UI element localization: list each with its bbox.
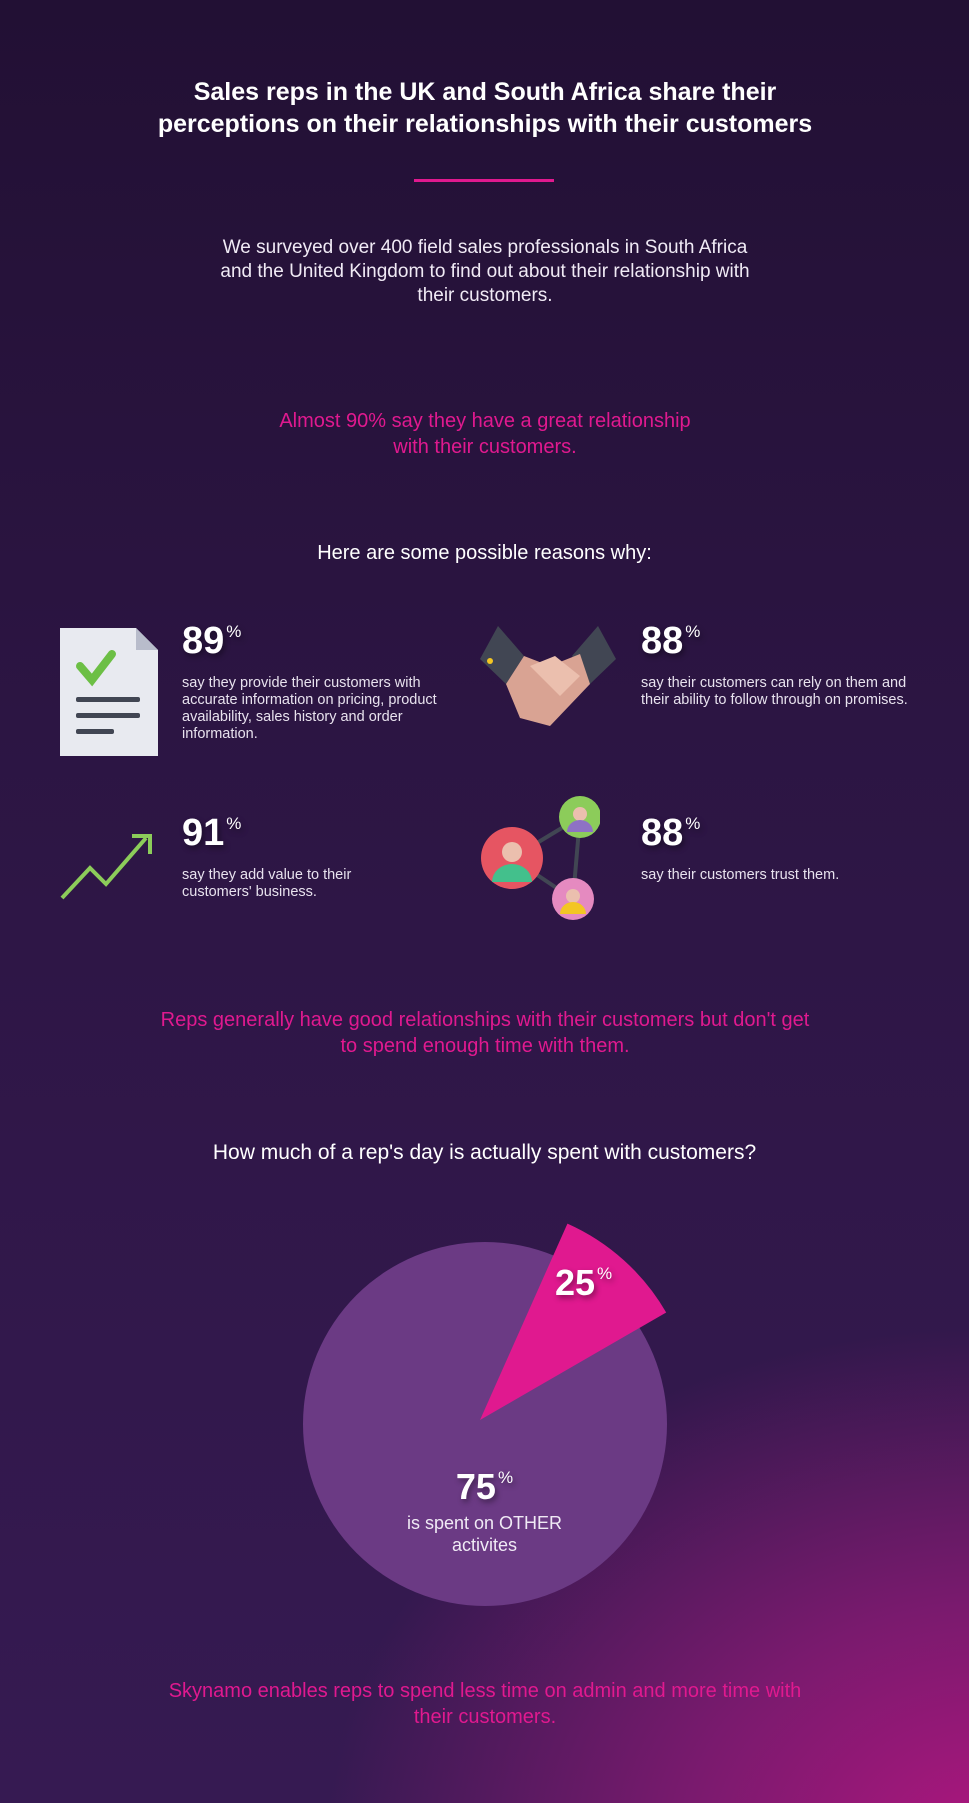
- intro-text: We surveyed over 400 field sales profess…: [220, 237, 750, 306]
- stat-add-value: 91% say they add value to their customer…: [182, 812, 352, 900]
- network-people-icon: [481, 796, 600, 920]
- page-title: Sales reps in the UK and South Africa sh…: [157, 78, 813, 138]
- chart-question: How much of a rep's day is actually spen…: [212, 1141, 757, 1164]
- stat-accurate-info: 89% say they provide their customers wit…: [182, 620, 437, 742]
- time-pie-chart: [303, 1223, 667, 1606]
- reasons-heading: Here are some possible reasons why:: [317, 542, 652, 564]
- trend-up-icon: [60, 834, 152, 900]
- handshake-icon: [480, 626, 616, 726]
- document-check-icon: [60, 628, 158, 756]
- pie-label-other: 75% is spent on OTHER activites: [406, 1466, 563, 1555]
- stat-trust: 88% say their customers trust them.: [641, 812, 840, 883]
- pie-slice-customers: [480, 1223, 667, 1420]
- stat-reliability: 88% say their customers can rely on them…: [641, 620, 908, 708]
- footer-text: Skynamo enables reps to spend less time …: [168, 1680, 802, 1728]
- title-divider: [414, 179, 554, 182]
- pie-label-customers: 25%: [555, 1262, 613, 1303]
- highlight-great-relationship: Almost 90% say they have a great relatio…: [279, 410, 691, 458]
- highlight-time: Reps generally have good relationships w…: [160, 1009, 810, 1057]
